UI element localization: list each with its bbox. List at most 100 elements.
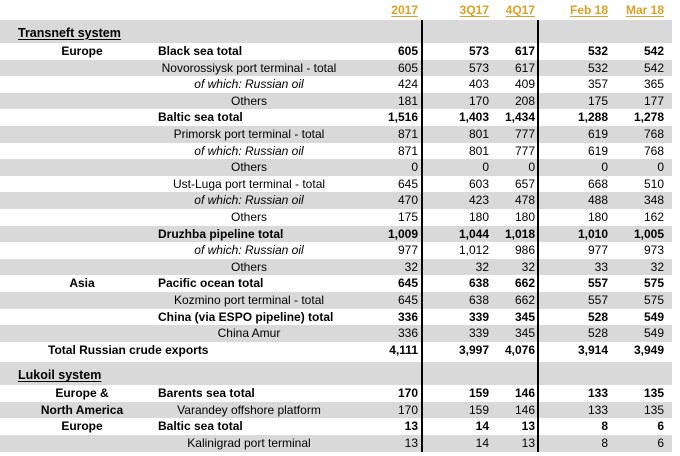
cell-value: 532 (587, 44, 608, 58)
row-label: Ust-Luga port terminal - total (172, 176, 326, 191)
cell-value: 1,005 (633, 226, 664, 241)
row-region: Europe (61, 44, 103, 58)
table-row: Kalinigrad port terminal 13 14 13 8 6 (0, 435, 672, 452)
cell-value: 657 (514, 176, 535, 191)
table-row: North America Varandey offshore platform 1… (0, 401, 672, 419)
column-header-label: Feb 18 (569, 3, 608, 17)
section-title: Transneft system (18, 26, 121, 40)
column-header-3q17: 3Q17 (422, 2, 492, 18)
row-label: China Amur (217, 326, 281, 341)
row-label: Kalinigrad port terminal (187, 436, 311, 451)
cell-value: 159 (468, 386, 489, 401)
row-label: of which: Russian oil (194, 143, 304, 158)
cell-value: 336 (397, 326, 418, 341)
cell-value: 478 (514, 193, 535, 208)
cell-value: 1,288 (577, 110, 608, 125)
cell-value: 542 (643, 44, 664, 58)
cell-value: 0 (411, 160, 418, 175)
column-divider-line-1 (421, 20, 423, 452)
cell-value: 1,403 (458, 110, 489, 125)
cell-value: 777 (514, 143, 535, 158)
cell-value: 662 (514, 276, 535, 291)
cell-value: 619 (587, 143, 608, 158)
row-region (0, 309, 148, 326)
row-region (0, 60, 148, 77)
table-row: Europe Baltic sea total 13 14 13 8 6 (0, 418, 672, 435)
row-region (0, 292, 148, 309)
row-region (0, 209, 148, 226)
cell-value: 0 (528, 160, 535, 175)
cell-value: 32 (650, 259, 664, 274)
row-region (0, 176, 148, 193)
cell-value: 208 (514, 93, 535, 108)
section-header-row: Lukoil system (0, 362, 672, 386)
cell-value: 488 (587, 193, 608, 208)
cell-value: 557 (587, 292, 608, 307)
row-region: Europe & (55, 386, 109, 401)
row-label-grand-total: Total Russian crude exports (48, 342, 209, 357)
table-row: Europe Black sea total 605 573 617 532 542 (0, 43, 672, 60)
cell-value: 1,278 (633, 110, 664, 125)
row-region: Europe (61, 419, 103, 434)
column-header-4q17: 4Q17 (492, 2, 538, 18)
cell-value: 409 (514, 77, 535, 92)
table-header-row: 2017 3Q17 4Q17 Feb 18 Mar 18 (0, 0, 672, 20)
cell-value: 0 (482, 160, 489, 175)
cell-value: 6 (657, 419, 664, 434)
row-region (0, 226, 148, 243)
cell-value: 345 (514, 309, 535, 324)
cell-value: 180 (587, 209, 608, 224)
table-row: Others 181 170 208 175 177 (0, 92, 672, 110)
column-divider-line-2 (537, 20, 539, 452)
cell-value: 549 (643, 309, 664, 324)
row-label: Baltic sea total (158, 419, 243, 434)
row-region (0, 192, 148, 209)
column-header-2017: 2017 (350, 2, 422, 18)
row-label: Kozmino port terminal - total (173, 292, 325, 307)
cell-value: 348 (643, 193, 664, 208)
cell-value: 403 (468, 77, 489, 92)
cell-value: 532 (587, 60, 608, 75)
row-region (0, 159, 148, 176)
cell-value: 777 (514, 126, 535, 141)
cell-value: 14 (475, 436, 489, 451)
cell-value: 175 (397, 209, 418, 224)
cell-value: 181 (397, 93, 418, 108)
cell-value: 619 (587, 126, 608, 141)
cell-value: 14 (475, 419, 489, 434)
cell-value: 339 (468, 309, 489, 324)
cell-value: 645 (397, 292, 418, 307)
cell-value: 13 (404, 436, 418, 451)
row-region (0, 259, 148, 276)
cell-value: 617 (514, 44, 535, 58)
cell-value: 605 (397, 44, 418, 58)
row-region (0, 143, 148, 160)
cell-value: 146 (514, 402, 535, 417)
cell-value: 13 (404, 419, 418, 434)
cell-value: 617 (514, 60, 535, 75)
section-title: Lukoil system (18, 368, 102, 383)
cell-value: 1,009 (387, 226, 418, 241)
cell-value: 1,434 (504, 110, 535, 125)
cell-value: 542 (643, 60, 664, 75)
cell-value: 159 (468, 402, 489, 417)
row-label: Others (230, 160, 267, 175)
cell-value: 162 (643, 209, 664, 224)
row-label: Black sea total (158, 44, 243, 58)
table-row: Total Russian crude exports 4,111 3,997 4,0… (0, 342, 672, 359)
cell-value: 146 (514, 386, 535, 401)
cell-value: 135 (643, 386, 664, 401)
cell-value: 1,018 (504, 226, 535, 241)
cell-value: 33 (594, 259, 608, 274)
cell-value: 13 (521, 419, 535, 434)
row-region (0, 76, 148, 93)
cell-value: 605 (397, 60, 418, 75)
cell-value: 3,997 (458, 342, 489, 357)
cell-value: 668 (587, 176, 608, 191)
table-row: China Amur 336 339 345 528 549 (0, 325, 672, 342)
cell-value: 345 (514, 326, 535, 341)
cell-value: 424 (397, 77, 418, 92)
cell-value: 135 (643, 402, 664, 417)
row-label: Novorossiysk port terminal - total (161, 60, 337, 75)
